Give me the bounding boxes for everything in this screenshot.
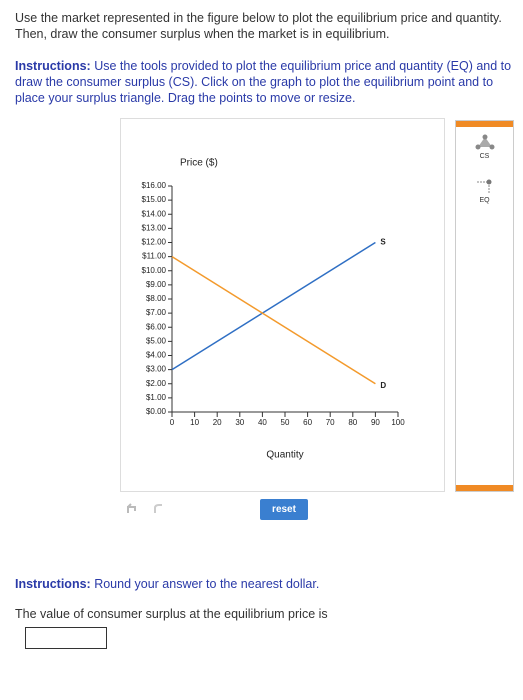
line-series (171, 241, 376, 371)
answer-instructions-text: Round your answer to the nearest dollar. (94, 577, 320, 591)
y-axis-label: Price ($) (180, 158, 218, 169)
x-tick-label: 10 (190, 418, 199, 427)
y-tick-label: $4.00 (146, 351, 167, 360)
y-tick-label: $0.00 (146, 407, 167, 416)
y-tick-label: $9.00 (146, 280, 167, 289)
y-tick-label: $2.00 (146, 379, 167, 388)
series-label: S (380, 238, 386, 247)
question: Use the market represented in the figure… (15, 11, 502, 41)
y-tick-label: $10.00 (142, 266, 167, 275)
x-tick-label: 50 (281, 418, 290, 427)
y-tick-label: $15.00 (142, 195, 167, 204)
y-tick-label: $8.00 (146, 294, 167, 303)
y-tick-label: $16.00 (142, 181, 167, 190)
eq-tool[interactable]: EQ (456, 177, 513, 204)
y-tick-label: $12.00 (142, 238, 167, 247)
chart[interactable]: Price ($) Quantity $0.00 $1.00 $2.00 $3.00 $… (120, 118, 445, 478)
x-tick-label: 30 (235, 418, 244, 427)
answer-instructions-label: Instructions: (15, 577, 91, 591)
y-tick-label: $11.00 (142, 252, 166, 261)
reset-button[interactable]: reset (260, 499, 308, 520)
x-tick-label: 90 (371, 418, 380, 427)
tool-label: EQ (479, 197, 490, 204)
panel-top-bar (456, 121, 513, 127)
y-tick-label: $5.00 (146, 336, 167, 345)
cs-icon (475, 134, 494, 150)
x-tick-label: 80 (348, 418, 357, 427)
y-tick-label: $13.00 (142, 223, 167, 232)
undo-redo[interactable] (125, 502, 165, 516)
x-tick-label: 70 (326, 418, 335, 427)
instructions: Instructions: Use the tools provided to … (15, 58, 515, 106)
answer-prompt: The value of consumer surplus at the equ… (15, 607, 328, 621)
tool-label: CS (479, 153, 490, 160)
cs-tool[interactable]: CS (456, 133, 513, 160)
eq-icon (476, 179, 491, 194)
instructions-text: Use the tools provided to plot the equil… (15, 59, 512, 105)
y-tick-label: $1.00 (146, 393, 167, 402)
y-tick-label: $3.00 (146, 365, 167, 374)
x-tick-label: 40 (258, 418, 267, 427)
graph-frame (120, 118, 445, 492)
series-label: D (380, 381, 386, 390)
answer-instructions: Instructions: Round your answer to the n… (15, 576, 515, 592)
answer-input[interactable] (25, 627, 107, 649)
x-tick-label: 60 (303, 418, 312, 427)
y-tick-label: $6.00 (146, 322, 167, 331)
x-tick-label: 20 (213, 418, 222, 427)
panel-bottom-bar (456, 485, 513, 491)
line-series (171, 255, 376, 385)
y-tick-label: $14.00 (142, 209, 167, 218)
x-tick-label: 0 (170, 418, 175, 427)
tool-panel: CS EQ (455, 120, 514, 492)
y-tick-label: $7.00 (146, 308, 167, 317)
instructions-label: Instructions: (15, 59, 91, 73)
x-axis-label: Quantity (266, 450, 303, 461)
x-tick-label: 100 (391, 418, 405, 427)
